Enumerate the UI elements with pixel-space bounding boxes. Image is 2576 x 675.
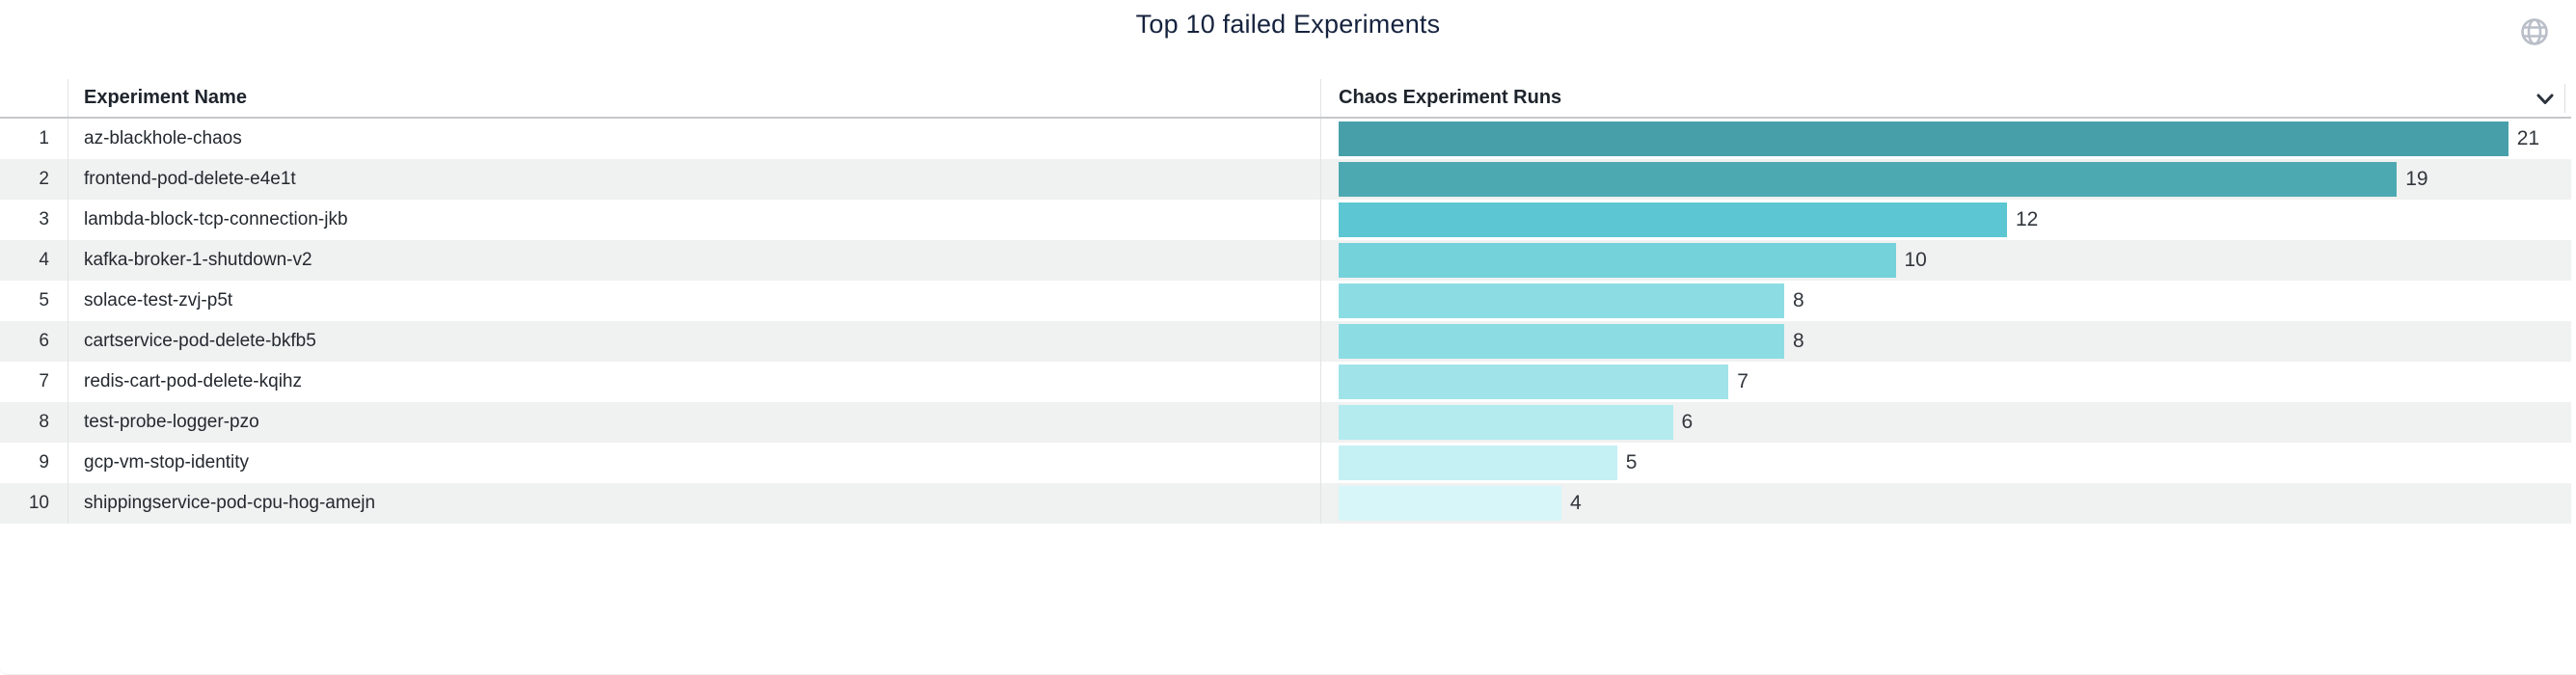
experiment-runs-cell: 10	[1321, 240, 2571, 281]
runs-value: 5	[1625, 451, 1638, 473]
row-rank: 6	[0, 321, 68, 362]
row-rank: 8	[0, 402, 68, 443]
experiment-name: gcp-vm-stop-identity	[68, 443, 1321, 483]
table-body: 1 az-blackhole-chaos 21 2 frontend-pod-d…	[0, 119, 2571, 524]
runs-value: 7	[1737, 370, 1749, 392]
runs-bar	[1339, 405, 1673, 440]
runs-value: 8	[1793, 330, 1804, 352]
row-rank: 5	[0, 281, 68, 321]
runs-bar	[1339, 324, 1784, 359]
experiment-name: frontend-pod-delete-e4e1t	[68, 159, 1321, 200]
globe-icon-svg	[2521, 18, 2548, 45]
panel-title: Top 10 failed Experiments	[1135, 10, 1441, 39]
chaos-runs-column-label: Chaos Experiment Runs	[1339, 87, 1562, 108]
chaos-runs-column-header[interactable]: Chaos Experiment Runs	[1321, 79, 2571, 117]
runs-bar	[1339, 243, 1896, 278]
experiment-name: shippingservice-pod-cpu-hog-amejn	[68, 483, 1321, 524]
runs-bar	[1339, 122, 2508, 156]
table-row: 1 az-blackhole-chaos 21	[0, 119, 2571, 159]
experiment-runs-cell: 7	[1321, 362, 2571, 402]
experiment-runs-cell: 19	[1321, 159, 2571, 200]
experiment-runs-cell: 21	[1321, 119, 2571, 159]
experiment-name: redis-cart-pod-delete-kqihz	[68, 362, 1321, 402]
runs-bar	[1339, 446, 1617, 480]
table-row: 9 gcp-vm-stop-identity 5	[0, 443, 2571, 483]
table-row: 8 test-probe-logger-pzo 6	[0, 402, 2571, 443]
runs-value: 21	[2516, 127, 2540, 149]
experiment-runs-cell: 8	[1321, 321, 2571, 362]
table-row: 5 solace-test-zvj-p5t 8	[0, 281, 2571, 321]
row-rank: 3	[0, 200, 68, 240]
table-row: 4 kafka-broker-1-shutdown-v2 10	[0, 240, 2571, 281]
experiment-runs-cell: 8	[1321, 281, 2571, 321]
runs-value: 4	[1570, 492, 1582, 514]
chevron-down-icon[interactable]	[2534, 83, 2565, 113]
experiment-runs-cell: 4	[1321, 483, 2571, 524]
experiment-runs-cell: 6	[1321, 402, 2571, 443]
runs-bar	[1339, 364, 1729, 399]
table-row: 7 redis-cart-pod-delete-kqihz 7	[0, 362, 2571, 402]
table-header-row: Experiment Name Chaos Experiment Runs	[0, 79, 2571, 119]
runs-bar	[1339, 486, 1561, 521]
experiment-name: cartservice-pod-delete-bkfb5	[68, 321, 1321, 362]
globe-icon[interactable]	[2518, 15, 2551, 48]
table-row: 10 shippingservice-pod-cpu-hog-amejn 4	[0, 483, 2571, 524]
runs-value: 12	[2016, 208, 2039, 230]
runs-value: 6	[1681, 411, 1694, 433]
experiments-table: Experiment Name Chaos Experiment Runs 1 …	[0, 79, 2571, 524]
runs-bar	[1339, 162, 2398, 197]
row-rank: 2	[0, 159, 68, 200]
experiment-runs-cell: 12	[1321, 200, 2571, 240]
experiment-name: az-blackhole-chaos	[68, 119, 1321, 159]
panel-bottom-edge	[0, 667, 2576, 675]
runs-bar	[1339, 202, 2007, 237]
row-rank: 9	[0, 443, 68, 483]
index-column-header	[0, 79, 68, 117]
experiment-name: lambda-block-tcp-connection-jkb	[68, 200, 1321, 240]
experiment-name: test-probe-logger-pzo	[68, 402, 1321, 443]
experiment-name: kafka-broker-1-shutdown-v2	[68, 240, 1321, 281]
runs-value: 8	[1793, 289, 1804, 311]
table-row: 2 frontend-pod-delete-e4e1t 19	[0, 159, 2571, 200]
chevron-down-icon-svg	[2536, 94, 2554, 104]
row-rank: 1	[0, 119, 68, 159]
row-rank: 10	[0, 483, 68, 524]
experiment-name-column-header[interactable]: Experiment Name	[68, 79, 1321, 117]
experiment-runs-cell: 5	[1321, 443, 2571, 483]
experiment-name: solace-test-zvj-p5t	[68, 281, 1321, 321]
runs-value: 19	[2405, 168, 2428, 190]
runs-value: 10	[1904, 249, 1927, 271]
row-rank: 7	[0, 362, 68, 402]
table-row: 3 lambda-block-tcp-connection-jkb 12	[0, 200, 2571, 240]
runs-bar	[1339, 284, 1784, 318]
row-rank: 4	[0, 240, 68, 281]
table-row: 6 cartservice-pod-delete-bkfb5 8	[0, 321, 2571, 362]
